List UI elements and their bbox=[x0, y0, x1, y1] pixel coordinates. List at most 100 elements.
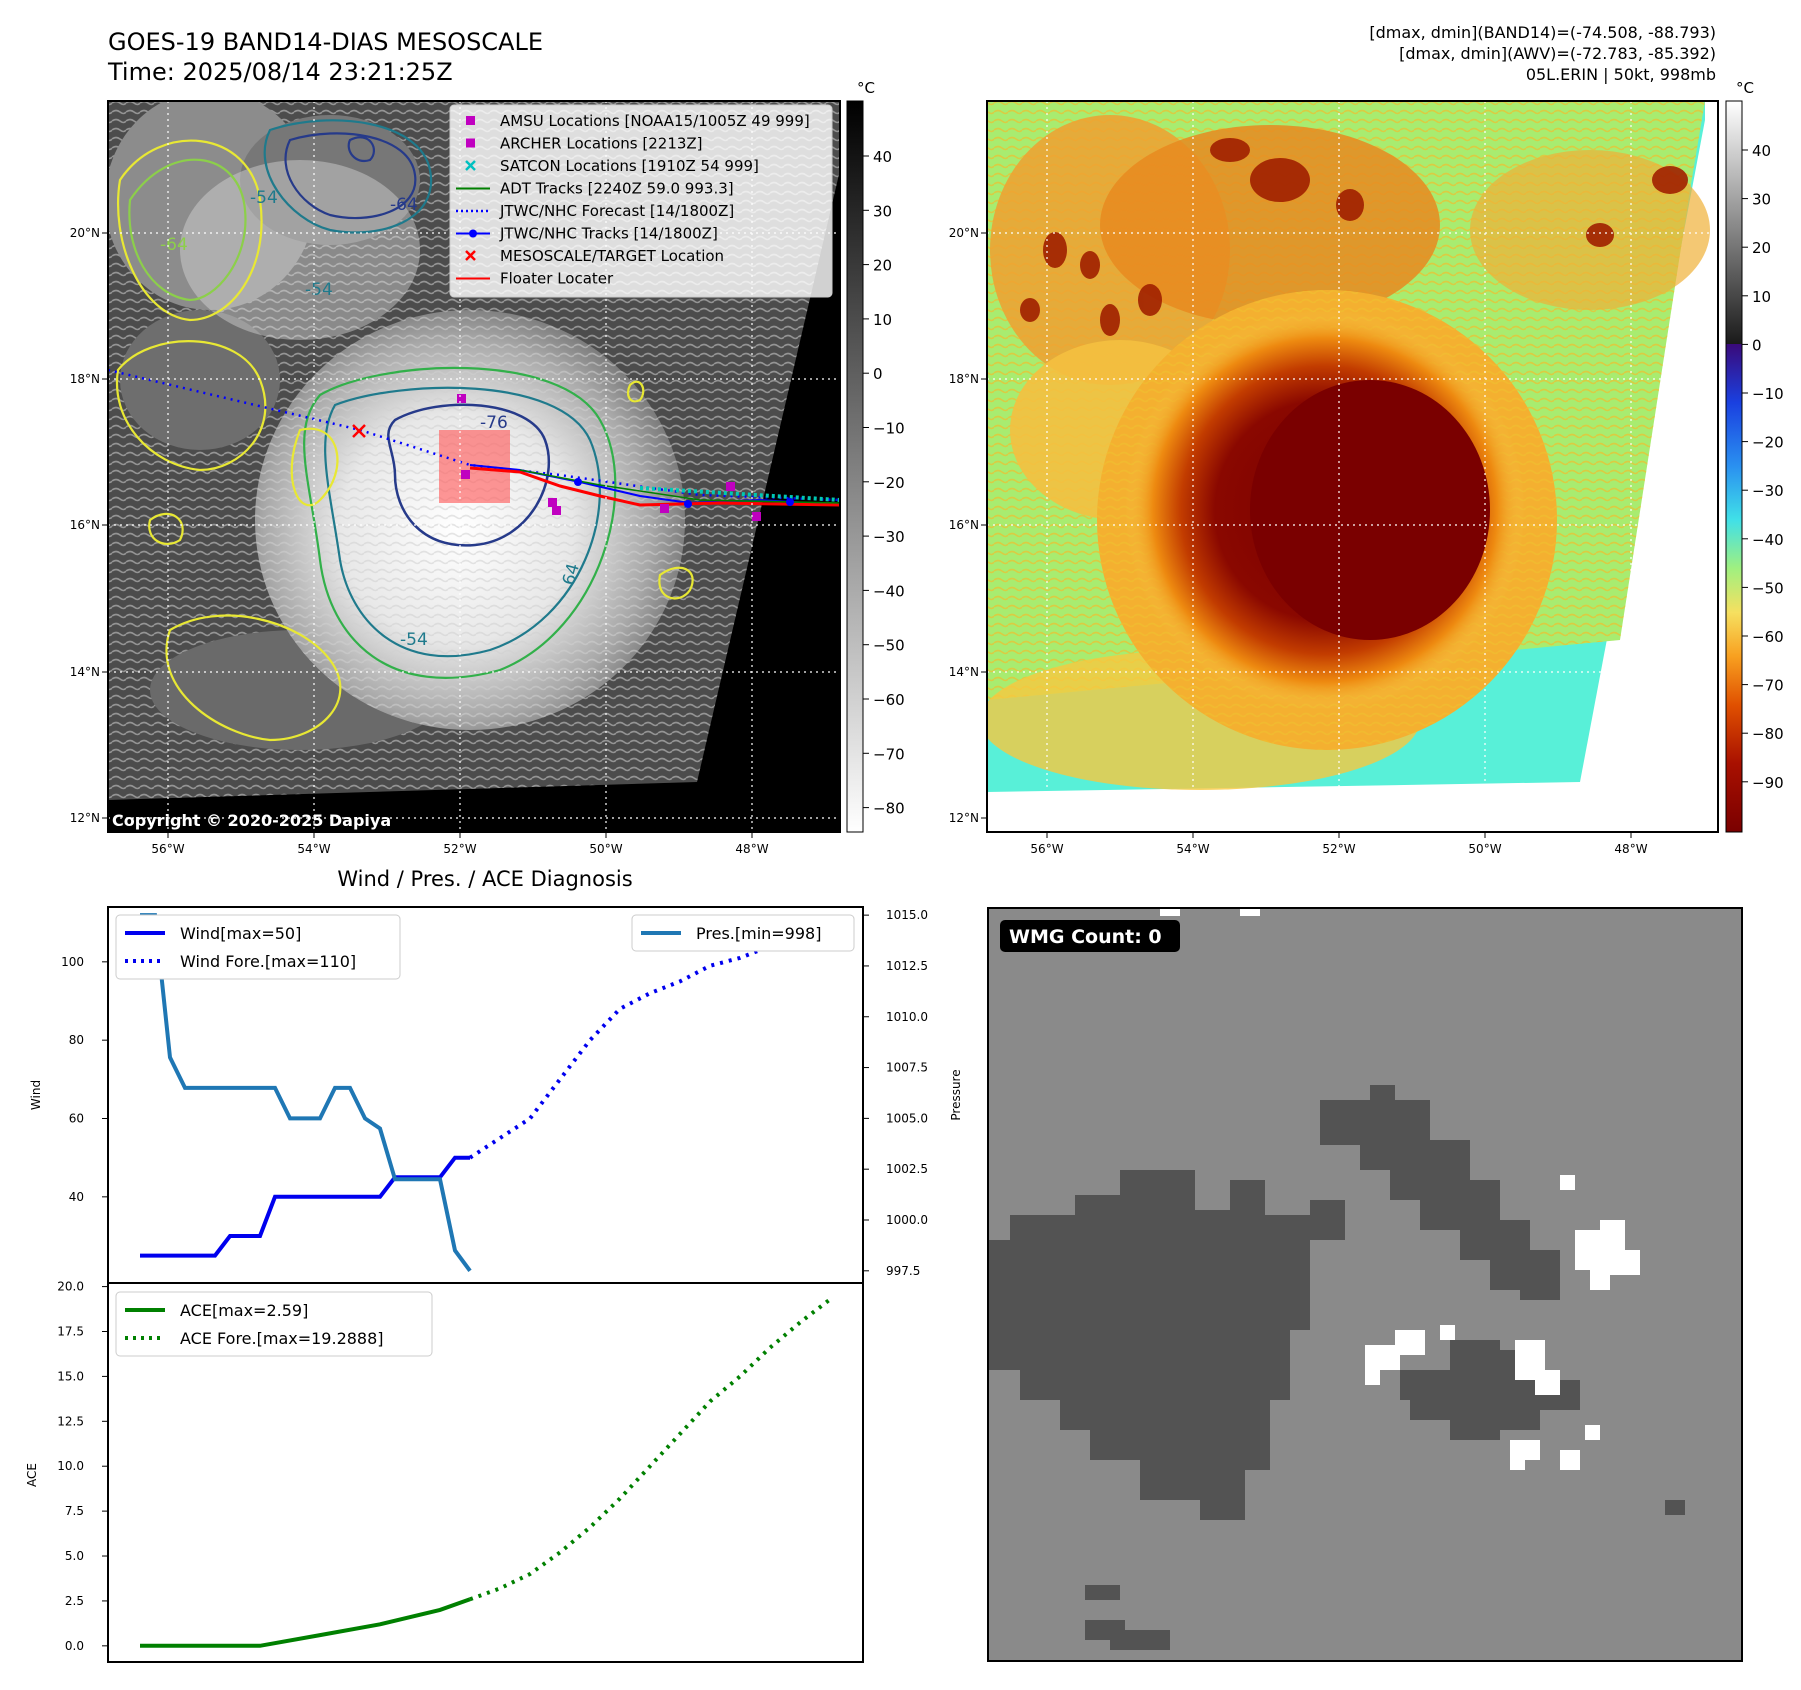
wind-tick-label: 40 bbox=[69, 1190, 84, 1204]
wmg-label-box bbox=[1000, 920, 1180, 952]
ir-legend-label: AMSU Locations [NOAA15/1005Z 49 999] bbox=[500, 112, 810, 130]
ir-legend-entry: ADT Tracks [2240Z 59.0 993.3] bbox=[456, 180, 734, 198]
amsu-points bbox=[457, 394, 761, 521]
lat-tick-label: 18°N bbox=[949, 372, 979, 386]
ir-frame bbox=[107, 100, 841, 833]
colorbar-tick-label: 10 bbox=[873, 311, 892, 329]
pressure-tick-label: 1012.5 bbox=[886, 959, 928, 973]
ace-tick-label: 5.0 bbox=[65, 1549, 84, 1563]
lat-tick-label: 20°N bbox=[70, 226, 100, 240]
ir-legend-label: ADT Tracks [2240Z 59.0 993.3] bbox=[500, 180, 734, 198]
colorbar-awv-warm bbox=[1726, 101, 1742, 344]
lon-tick-label: 52°W bbox=[1322, 842, 1355, 856]
colorbar-tick-label: −70 bbox=[873, 745, 905, 763]
wind-series-group bbox=[140, 913, 831, 1272]
colorbar-tick-label: −40 bbox=[1752, 531, 1784, 549]
legend-ace-fore: ACE Fore.[max=19.2888] bbox=[180, 1329, 384, 1348]
colorbar-tick-label: −50 bbox=[873, 637, 905, 655]
stats-band14: [dmax, dmin](BAND14)=(-74.508, -88.793) bbox=[1369, 23, 1716, 42]
colorbar-tick-label: −50 bbox=[1752, 579, 1784, 597]
wind-legend-right-box bbox=[631, 914, 855, 952]
wmg-frame bbox=[987, 907, 1743, 1662]
colorbar-tick-label: 20 bbox=[873, 257, 892, 275]
figure-title-line1: GOES-19 BAND14-DIAS MESOSCALE bbox=[108, 28, 543, 56]
series-2 bbox=[140, 913, 472, 1272]
colorbar-tick-label: 30 bbox=[873, 202, 892, 220]
ir-legend-entry: AMSU Locations [NOAA15/1005Z 49 999] bbox=[466, 112, 810, 130]
lon-tick-label: 54°W bbox=[1176, 842, 1209, 856]
ace-tick-label: 17.5 bbox=[57, 1324, 84, 1338]
colorbar-tick-label: −20 bbox=[1752, 434, 1784, 452]
pressure-tick-label: 1010.0 bbox=[886, 1010, 928, 1024]
ir-legend-entry: MESOSCALE/TARGET Location bbox=[465, 247, 724, 265]
ace-legend: ACE[max=2.59] ACE Fore.[max=19.2888] bbox=[115, 1291, 433, 1357]
colorbar-tick-label: 0 bbox=[1752, 336, 1762, 354]
lat-tick-label: 12°N bbox=[70, 811, 100, 825]
pressure-tick-label: 1005.0 bbox=[886, 1111, 928, 1125]
ace-tick-label: 10.0 bbox=[57, 1459, 84, 1473]
colorbar-awv-cold bbox=[1726, 344, 1742, 832]
pressure-tick-label: 1007.5 bbox=[886, 1061, 928, 1075]
awv-frame bbox=[986, 100, 1719, 833]
ir-legend-label: JTWC/NHC Tracks [14/1800Z] bbox=[499, 225, 718, 243]
wind-ylabel: Wind bbox=[29, 1080, 43, 1110]
wmg-count-label: WMG Count: 0 bbox=[1009, 926, 1162, 948]
awv-image bbox=[987, 101, 1718, 832]
ace-tick-label: 12.5 bbox=[57, 1414, 84, 1428]
colorbar-tick-label: −80 bbox=[873, 800, 905, 818]
wind-tick-label: 100 bbox=[61, 955, 84, 969]
svg-text:-54: -54 bbox=[250, 188, 278, 208]
lat-tick-label: 14°N bbox=[949, 665, 979, 679]
colorbar-tick-label: −90 bbox=[1752, 774, 1784, 792]
legend-wind-fore: Wind Fore.[max=110] bbox=[180, 952, 356, 971]
colorbar-tick-label: −30 bbox=[873, 528, 905, 546]
ir-legend-label: JTWC/NHC Forecast [14/1800Z] bbox=[499, 202, 734, 220]
ace-tick-label: 2.5 bbox=[65, 1594, 84, 1608]
colorbar-tick-label: 0 bbox=[873, 365, 883, 383]
awv-gridlines bbox=[987, 101, 1718, 832]
colorbar-bw bbox=[846, 100, 864, 833]
lon-tick-label: 56°W bbox=[151, 842, 184, 856]
ace-tick-label: 7.5 bbox=[65, 1504, 84, 1518]
copyright: Copyright © 2020-2025 Dapiya bbox=[112, 811, 391, 830]
wind-legend-right: Pres.[min=998] bbox=[631, 914, 855, 952]
legend-dot bbox=[469, 229, 477, 238]
wind-legend-left: Wind[max=50] Wind Fore.[max=110] bbox=[115, 914, 401, 980]
ir-legend-entry: JTWC/NHC Forecast [14/1800Z] bbox=[456, 202, 734, 220]
colorbar-awv-unit: °C bbox=[1736, 79, 1754, 97]
lat-tick-label: 14°N bbox=[70, 665, 100, 679]
wind-panel-title: Wind / Pres. / ACE Diagnosis bbox=[337, 867, 632, 891]
adt-track bbox=[519, 469, 840, 504]
pressure-tick-label: 997.5 bbox=[886, 1264, 920, 1278]
ir-legend-entry: JTWC/NHC Tracks [14/1800Z] bbox=[456, 225, 718, 243]
ir-legend-entry: ARCHER Locations [2213Z] bbox=[466, 135, 703, 153]
wind-legend-left-box bbox=[115, 914, 401, 980]
ace-series-group bbox=[140, 1297, 832, 1648]
ace-series-0 bbox=[140, 1597, 471, 1648]
ir-legend-label: SATCON Locations [1910Z 54 999] bbox=[500, 157, 759, 175]
ace-series-1 bbox=[469, 1297, 832, 1602]
ir-legend-label: ARCHER Locations [2213Z] bbox=[500, 135, 703, 153]
wmg-image bbox=[988, 908, 1742, 1661]
lat-tick-label: 20°N bbox=[949, 226, 979, 240]
ir-legend-label: Floater Locater bbox=[500, 270, 614, 288]
colorbar-tick-label: 40 bbox=[1752, 142, 1771, 160]
lat-tick-label: 16°N bbox=[949, 518, 979, 532]
wind-tick-label: 80 bbox=[69, 1033, 84, 1047]
lon-tick-label: 48°W bbox=[1614, 842, 1647, 856]
legend-x-marker bbox=[465, 250, 476, 261]
svg-text:-54: -54 bbox=[400, 630, 428, 650]
lon-tick-label: 50°W bbox=[1468, 842, 1501, 856]
track-dots bbox=[574, 478, 794, 508]
svg-text:-76: -76 bbox=[480, 413, 508, 433]
colorbar-tick-label: −70 bbox=[1752, 677, 1784, 695]
colorbar-awv-frame bbox=[1725, 100, 1743, 833]
legend-wind: Wind[max=50] bbox=[180, 924, 301, 943]
stats-storm: 05L.ERIN | 50kt, 998mb bbox=[1526, 65, 1716, 84]
ace-tick-label: 20.0 bbox=[57, 1280, 84, 1294]
svg-text:-64: -64 bbox=[390, 195, 418, 215]
svg-text:-64: -64 bbox=[160, 235, 188, 255]
ir-legend-label: MESOSCALE/TARGET Location bbox=[500, 247, 724, 265]
ace-tick-label: 0.0 bbox=[65, 1639, 84, 1653]
colorbar-bw-unit: °C bbox=[857, 79, 875, 97]
